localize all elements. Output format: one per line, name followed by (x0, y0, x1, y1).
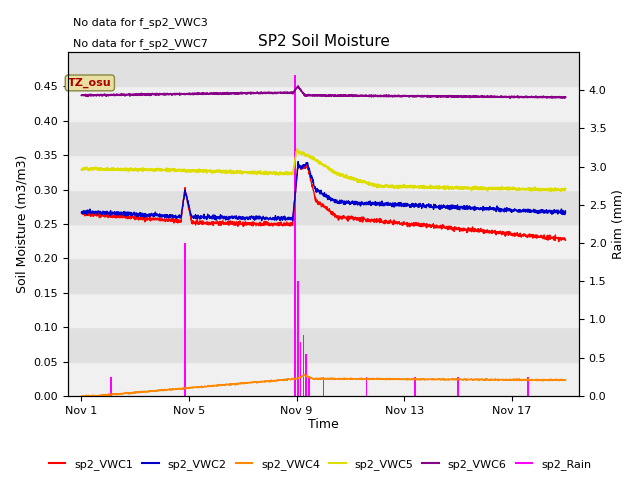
Bar (323, 377, 324, 396)
Bar (303, 335, 304, 396)
X-axis label: Time: Time (308, 419, 339, 432)
Bar (305, 354, 307, 396)
Bar (68, 190, 579, 224)
Text: TZ_osu: TZ_osu (68, 78, 111, 88)
Bar (457, 377, 459, 396)
Bar (297, 281, 299, 396)
Legend: sp2_VWC1, sp2_VWC2, sp2_VWC4, sp2_VWC5, sp2_VWC6, sp2_Rain: sp2_VWC1, sp2_VWC2, sp2_VWC4, sp2_VWC5, … (44, 455, 596, 474)
Bar (300, 342, 301, 396)
Bar (365, 377, 367, 396)
Bar (68, 327, 579, 361)
Bar (184, 243, 186, 396)
Bar (294, 75, 296, 396)
Bar (68, 121, 579, 155)
Y-axis label: Soil Moisture (m3/m3): Soil Moisture (m3/m3) (15, 155, 28, 293)
Bar (527, 377, 529, 396)
Bar (110, 377, 112, 396)
Bar (68, 258, 579, 293)
Bar (308, 377, 310, 396)
Bar (68, 155, 579, 190)
Bar (68, 361, 579, 396)
Bar (68, 224, 579, 258)
Bar (68, 52, 579, 86)
Y-axis label: Raim (mm): Raim (mm) (612, 189, 625, 259)
Title: SP2 Soil Moisture: SP2 Soil Moisture (257, 35, 389, 49)
Text: No data for f_sp2_VWC3: No data for f_sp2_VWC3 (73, 18, 208, 28)
Bar (68, 293, 579, 327)
Bar (414, 377, 416, 396)
Text: No data for f_sp2_VWC7: No data for f_sp2_VWC7 (73, 38, 208, 49)
Bar (68, 86, 579, 121)
